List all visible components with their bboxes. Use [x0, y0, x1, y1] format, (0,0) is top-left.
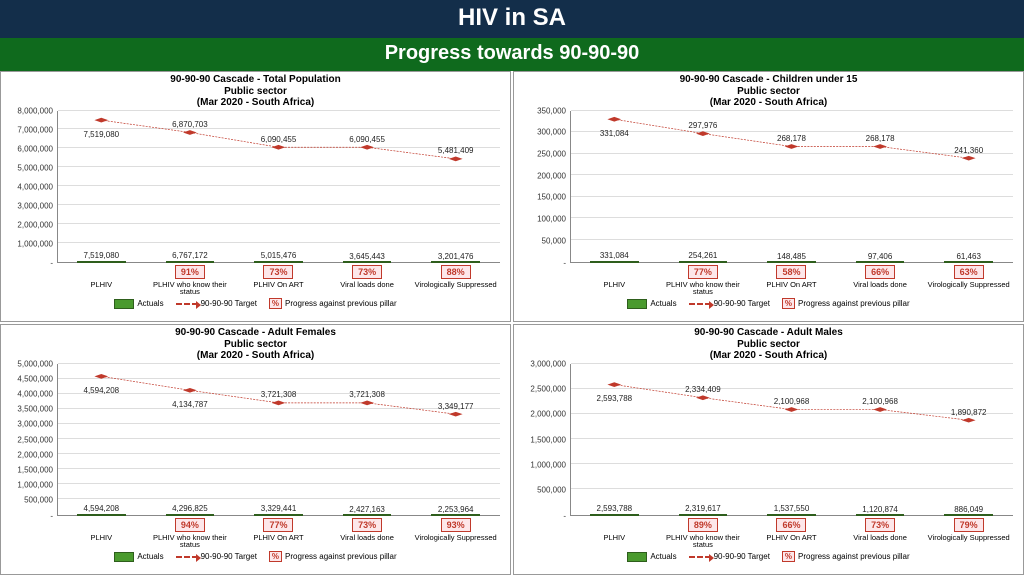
page-subtitle: Progress towards 90-90-90 — [0, 38, 1024, 71]
category-label: Virologically Suppressed — [411, 534, 500, 550]
progress-pct: 93% — [441, 518, 471, 532]
chart-title: 90-90-90 Cascade - Adult MalesPublic sec… — [520, 327, 1017, 362]
chart-plot: -50,000100,000150,000200,000250,000300,0… — [570, 111, 1013, 263]
bar — [767, 514, 816, 516]
page-title: HIV in SA — [0, 0, 1024, 38]
bar — [590, 261, 639, 263]
chart-plot: -500,0001,000,0001,500,0002,000,0002,500… — [57, 364, 500, 516]
progress-pct: 89% — [688, 518, 718, 532]
category-label: PLHIV — [570, 281, 659, 297]
chart-panel: 90-90-90 Cascade - Children under 15Publ… — [513, 71, 1024, 322]
category-label: PLHIV who know their status — [659, 281, 748, 297]
category-label: Viral loads done — [323, 534, 412, 550]
category-label: PLHIV On ART — [234, 534, 323, 550]
bar — [77, 261, 126, 263]
progress-pct: 88% — [441, 265, 471, 279]
bar — [679, 514, 728, 516]
chart-legend: Actuals90-90-90 Target%Progress against … — [7, 551, 504, 562]
chart-legend: Actuals90-90-90 Target%Progress against … — [520, 298, 1017, 309]
bar — [343, 514, 392, 516]
bar — [431, 261, 480, 263]
chart-panel: 90-90-90 Cascade - Adult FemalesPublic s… — [0, 324, 511, 575]
category-label: PLHIV — [57, 281, 146, 297]
category-label: Virologically Suppressed — [411, 281, 500, 297]
progress-pct: 66% — [776, 518, 806, 532]
category-label: Viral loads done — [836, 281, 925, 297]
progress-pct: 79% — [954, 518, 984, 532]
chart-title: 90-90-90 Cascade - Adult FemalesPublic s… — [7, 327, 504, 362]
chart-plot: -500,0001,000,0001,500,0002,000,0002,500… — [570, 364, 1013, 516]
progress-pct: 58% — [776, 265, 806, 279]
progress-pct: 73% — [865, 518, 895, 532]
category-label: Viral loads done — [836, 534, 925, 550]
progress-pct: 73% — [263, 265, 293, 279]
progress-pct: 77% — [263, 518, 293, 532]
category-label: Virologically Suppressed — [924, 281, 1013, 297]
category-label: PLHIV who know their status — [146, 281, 235, 297]
progress-pct: 63% — [954, 265, 984, 279]
bar — [254, 514, 303, 516]
category-label: PLHIV On ART — [747, 281, 836, 297]
bar — [343, 261, 392, 263]
chart-panel: 90-90-90 Cascade - Adult MalesPublic sec… — [513, 324, 1024, 575]
charts-grid: 90-90-90 Cascade - Total PopulationPubli… — [0, 71, 1024, 575]
bar — [166, 261, 215, 263]
category-label: PLHIV — [57, 534, 146, 550]
progress-pct: 73% — [352, 518, 382, 532]
chart-title: 90-90-90 Cascade - Children under 15Publ… — [520, 74, 1017, 109]
progress-pct: 91% — [175, 265, 205, 279]
bar — [590, 514, 639, 516]
bar — [254, 261, 303, 263]
category-label: PLHIV On ART — [747, 534, 836, 550]
bar — [77, 514, 126, 516]
chart-legend: Actuals90-90-90 Target%Progress against … — [520, 551, 1017, 562]
progress-pct: 77% — [688, 265, 718, 279]
category-label: PLHIV who know their status — [659, 534, 748, 550]
progress-pct: 66% — [865, 265, 895, 279]
category-label: Virologically Suppressed — [924, 534, 1013, 550]
chart-legend: Actuals90-90-90 Target%Progress against … — [7, 298, 504, 309]
category-label: PLHIV who know their status — [146, 534, 235, 550]
bar — [431, 514, 480, 516]
progress-pct: 94% — [175, 518, 205, 532]
bar — [679, 261, 728, 263]
category-label: PLHIV On ART — [234, 281, 323, 297]
chart-panel: 90-90-90 Cascade - Total PopulationPubli… — [0, 71, 511, 322]
chart-plot: -1,000,0002,000,0003,000,0004,000,0005,0… — [57, 111, 500, 263]
progress-pct: 73% — [352, 265, 382, 279]
category-label: PLHIV — [570, 534, 659, 550]
category-label: Viral loads done — [323, 281, 412, 297]
bar — [166, 514, 215, 516]
chart-title: 90-90-90 Cascade - Total PopulationPubli… — [7, 74, 504, 109]
